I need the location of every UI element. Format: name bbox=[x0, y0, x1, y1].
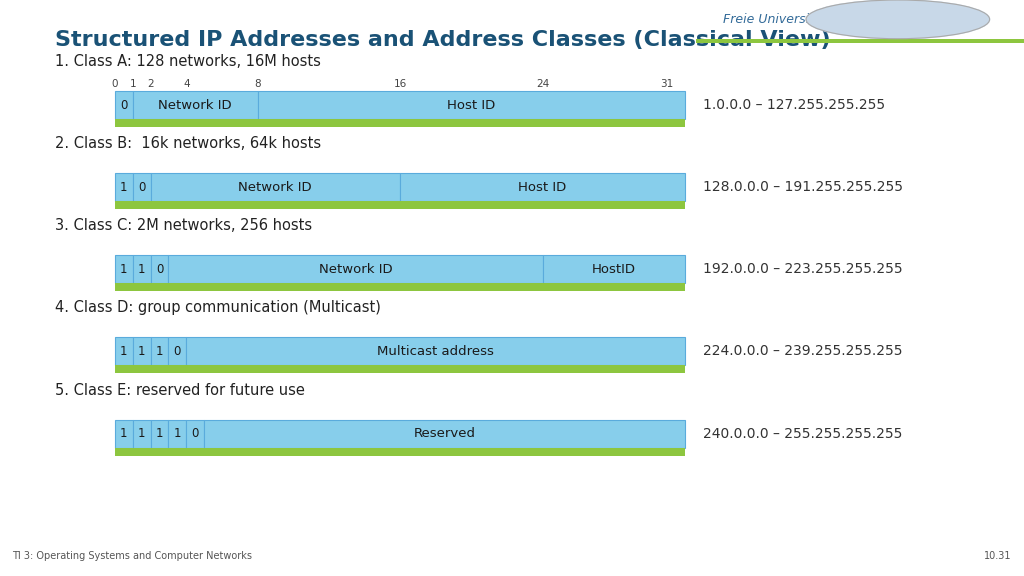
FancyBboxPatch shape bbox=[133, 419, 151, 448]
Text: 1. Class A: 128 networks, 16M hosts: 1. Class A: 128 networks, 16M hosts bbox=[55, 54, 321, 69]
FancyBboxPatch shape bbox=[115, 365, 685, 373]
FancyBboxPatch shape bbox=[133, 173, 151, 201]
Text: 0: 0 bbox=[120, 98, 128, 112]
FancyBboxPatch shape bbox=[168, 255, 543, 283]
FancyBboxPatch shape bbox=[133, 338, 151, 365]
FancyBboxPatch shape bbox=[186, 338, 685, 365]
FancyBboxPatch shape bbox=[151, 338, 168, 365]
Text: Network ID: Network ID bbox=[318, 263, 392, 276]
Text: 4: 4 bbox=[183, 79, 189, 89]
Text: 2: 2 bbox=[147, 79, 154, 89]
Text: 1: 1 bbox=[156, 427, 163, 440]
Text: 10.31: 10.31 bbox=[984, 551, 1012, 561]
Text: 1: 1 bbox=[120, 263, 128, 276]
Text: 16: 16 bbox=[393, 79, 407, 89]
Text: Network ID: Network ID bbox=[239, 181, 312, 194]
Text: 1: 1 bbox=[120, 427, 128, 440]
Text: Freie Universität: Freie Universität bbox=[723, 13, 826, 26]
Circle shape bbox=[806, 0, 989, 39]
Text: 5. Class E: reserved for future use: 5. Class E: reserved for future use bbox=[55, 382, 305, 397]
FancyBboxPatch shape bbox=[115, 173, 133, 201]
Text: 1: 1 bbox=[138, 263, 145, 276]
FancyBboxPatch shape bbox=[543, 255, 685, 283]
Text: Structured IP Addresses and Address Classes (Classical View): Structured IP Addresses and Address Clas… bbox=[55, 30, 830, 50]
Text: 1: 1 bbox=[120, 345, 128, 358]
FancyBboxPatch shape bbox=[696, 39, 1024, 43]
Text: 1: 1 bbox=[129, 79, 136, 89]
FancyBboxPatch shape bbox=[257, 91, 685, 119]
FancyBboxPatch shape bbox=[151, 173, 400, 201]
FancyBboxPatch shape bbox=[133, 255, 151, 283]
Text: 0: 0 bbox=[112, 79, 118, 89]
Text: 0: 0 bbox=[174, 345, 181, 358]
Text: Multicast address: Multicast address bbox=[377, 345, 494, 358]
FancyBboxPatch shape bbox=[115, 201, 685, 209]
Text: Reserved: Reserved bbox=[414, 427, 475, 440]
Text: 1.0.0.0 – 127.255.255.255: 1.0.0.0 – 127.255.255.255 bbox=[703, 98, 885, 112]
Text: TI 3: Operating Systems and Computer Networks: TI 3: Operating Systems and Computer Net… bbox=[12, 551, 252, 561]
FancyBboxPatch shape bbox=[168, 338, 186, 365]
Text: 2. Class B:  16k networks, 64k hosts: 2. Class B: 16k networks, 64k hosts bbox=[55, 136, 322, 151]
FancyBboxPatch shape bbox=[133, 91, 257, 119]
Text: 3. Class C: 2M networks, 256 hosts: 3. Class C: 2M networks, 256 hosts bbox=[55, 218, 312, 233]
Text: 1: 1 bbox=[138, 345, 145, 358]
FancyBboxPatch shape bbox=[115, 419, 133, 448]
FancyBboxPatch shape bbox=[151, 255, 168, 283]
Text: Berlin: Berlin bbox=[932, 13, 969, 26]
FancyBboxPatch shape bbox=[115, 448, 685, 456]
Text: Network ID: Network ID bbox=[159, 98, 232, 112]
FancyBboxPatch shape bbox=[115, 91, 133, 119]
Text: 1: 1 bbox=[120, 181, 128, 194]
FancyBboxPatch shape bbox=[168, 419, 186, 448]
Text: 8: 8 bbox=[254, 79, 261, 89]
FancyBboxPatch shape bbox=[115, 119, 685, 127]
Text: 31: 31 bbox=[660, 79, 674, 89]
Text: 24: 24 bbox=[536, 79, 549, 89]
Text: 4. Class D: group communication (Multicast): 4. Class D: group communication (Multica… bbox=[55, 301, 381, 316]
Text: 1: 1 bbox=[138, 427, 145, 440]
Text: HostID: HostID bbox=[592, 263, 636, 276]
Text: 1: 1 bbox=[174, 427, 181, 440]
Text: Host ID: Host ID bbox=[447, 98, 496, 112]
Text: 224.0.0.0 – 239.255.255.255: 224.0.0.0 – 239.255.255.255 bbox=[703, 344, 902, 358]
Text: 0: 0 bbox=[156, 263, 163, 276]
FancyBboxPatch shape bbox=[151, 419, 168, 448]
FancyBboxPatch shape bbox=[115, 283, 685, 291]
FancyBboxPatch shape bbox=[186, 419, 204, 448]
Text: 0: 0 bbox=[138, 181, 145, 194]
FancyBboxPatch shape bbox=[400, 173, 685, 201]
Text: 192.0.0.0 – 223.255.255.255: 192.0.0.0 – 223.255.255.255 bbox=[703, 262, 902, 276]
FancyBboxPatch shape bbox=[115, 255, 133, 283]
FancyBboxPatch shape bbox=[115, 338, 133, 365]
Text: 0: 0 bbox=[191, 427, 199, 440]
Text: Host ID: Host ID bbox=[518, 181, 566, 194]
Text: 1: 1 bbox=[156, 345, 163, 358]
Text: 240.0.0.0 – 255.255.255.255: 240.0.0.0 – 255.255.255.255 bbox=[703, 427, 902, 441]
FancyBboxPatch shape bbox=[204, 419, 685, 448]
Text: 128.0.0.0 – 191.255.255.255: 128.0.0.0 – 191.255.255.255 bbox=[703, 180, 903, 194]
